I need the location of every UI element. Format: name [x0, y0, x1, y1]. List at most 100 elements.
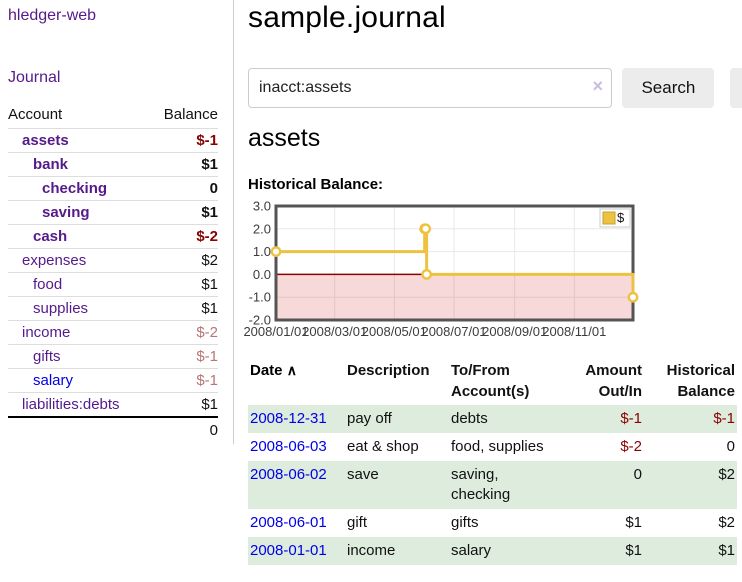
- svg-text:2008/05/01: 2008/05/01: [362, 324, 427, 339]
- clear-search-icon[interactable]: ×: [592, 76, 603, 96]
- account-row: salary $-1: [8, 368, 218, 393]
- account-row: cash $-2: [8, 224, 218, 249]
- transaction-date-link[interactable]: 2008-01-01: [250, 542, 327, 559]
- svg-text:3.0: 3.0: [253, 200, 271, 214]
- transaction-description: gift: [347, 514, 368, 531]
- transaction-description: save: [345, 461, 449, 509]
- account-balance: $-1: [149, 368, 218, 393]
- svg-text:0.0: 0.0: [253, 267, 271, 282]
- account-row: food $1: [8, 272, 218, 297]
- transaction-accounts: debts: [449, 405, 557, 433]
- svg-text:2008/07/01: 2008/07/01: [421, 324, 486, 339]
- transaction-date-link[interactable]: 2008-06-01: [250, 514, 327, 531]
- search-help-button[interactable]: ?: [729, 68, 742, 108]
- transaction-amount: $-2: [620, 438, 642, 455]
- historical-balance-chart: $3.0 2.0 1.0 0.0 -1.0 -2.0 2008/01/01 2008/03/0…: [242, 199, 642, 342]
- register-table: Date ∧ Description To/From Account(s) Am…: [248, 357, 737, 565]
- account-link-income[interactable]: income: [22, 324, 71, 341]
- sidebar: hledger-web Journal Account Balance asse…: [0, 0, 233, 582]
- sort-ascending-icon: ∧: [286, 362, 297, 378]
- register-row: 2008-01-01 income salary $1 $1: [248, 537, 737, 565]
- balance-chart-svg: $3.0 2.0 1.0 0.0 -1.0 -2.02008/01/012008/03/0…: [243, 199, 639, 339]
- header-tofrom-line1: To/From: [451, 362, 510, 379]
- account-link-assets[interactable]: assets: [22, 132, 69, 149]
- register-row: 2008-12-31 pay off debts $-1 $-1: [248, 405, 737, 433]
- account-row: liabilities:debts $1: [8, 392, 218, 417]
- transaction-amount: $1: [557, 537, 644, 565]
- search-button[interactable]: Search: [622, 68, 715, 108]
- account-link-bank[interactable]: bank: [33, 156, 69, 173]
- header-date: Date ∧: [248, 357, 345, 405]
- account-row: income $-2: [8, 320, 218, 345]
- account-row: assets $-1: [8, 128, 218, 153]
- header-amount-line2: Out/In: [598, 383, 642, 400]
- transaction-accounts: saving, checking: [449, 461, 557, 509]
- transaction-amount: $-1: [557, 405, 644, 433]
- svg-text:2008/09/01: 2008/09/01: [482, 324, 547, 339]
- transaction-balance: $-1: [644, 405, 737, 433]
- transaction-date-link[interactable]: 2008-06-02: [250, 466, 327, 483]
- transaction-description: pay off: [345, 405, 449, 433]
- account-balance: $-2: [149, 224, 218, 249]
- svg-text:2008/01/01: 2008/01/01: [243, 324, 308, 339]
- svg-text:-1.0: -1.0: [249, 290, 271, 305]
- register-row: 2008-06-01 gift gifts $1 $2: [248, 509, 737, 537]
- account-link-cash[interactable]: cash: [33, 228, 68, 245]
- account-row: supplies $1: [8, 296, 218, 321]
- svg-text:$: $: [617, 210, 625, 225]
- header-balance-line2: Balance: [677, 383, 735, 400]
- transaction-amount: $1: [625, 514, 642, 531]
- accounts-total-value: 0: [149, 416, 218, 443]
- header-balance-line1: Historical: [666, 362, 735, 379]
- account-row: expenses $2: [8, 248, 218, 273]
- page-title: sample.journal: [248, 1, 446, 34]
- account-balance: $1: [149, 200, 218, 225]
- transaction-amount: 0: [557, 461, 644, 509]
- account-link-saving[interactable]: saving: [42, 204, 90, 221]
- search-form: × Search ?: [248, 68, 742, 108]
- app-title-link[interactable]: hledger-web: [8, 7, 97, 24]
- transaction-date-link[interactable]: 2008-06-03: [250, 438, 327, 455]
- account-link-checking[interactable]: checking: [42, 180, 108, 197]
- account-link-food[interactable]: food: [33, 276, 63, 293]
- account-balance: $1: [149, 296, 218, 321]
- transaction-balance: $1: [644, 537, 737, 565]
- svg-text:2.0: 2.0: [253, 221, 271, 236]
- chart-title: Historical Balance:: [248, 176, 384, 193]
- accounts-header-account: Account: [8, 106, 63, 123]
- search-input[interactable]: [248, 68, 612, 108]
- svg-text:1.0: 1.0: [253, 244, 271, 259]
- transaction-balance: 0: [726, 438, 735, 455]
- register-row: 2008-06-02 save saving, checking 0 $2: [248, 461, 737, 509]
- account-row: bank $1: [8, 152, 218, 177]
- account-row: checking 0: [8, 176, 218, 201]
- account-balance: $1: [149, 272, 218, 297]
- account-row: gifts $-1: [8, 344, 218, 369]
- transaction-date-link[interactable]: 2008-12-31: [250, 410, 327, 427]
- account-balance: $-1: [149, 344, 218, 369]
- accounts-header-row: Account Balance: [8, 102, 218, 129]
- account-balance: $1: [149, 152, 218, 177]
- register-header-row: Date ∧ Description To/From Account(s) Am…: [248, 357, 737, 405]
- header-historical-balance: Historical Balance: [644, 357, 737, 405]
- account-link-liabilities-debts[interactable]: liabilities:debts: [22, 396, 120, 413]
- accounts-header-balance: Balance: [163, 106, 218, 123]
- svg-text:2008/11/01: 2008/11/01: [542, 324, 606, 339]
- account-balance: $-2: [149, 320, 218, 345]
- sidebar-item-journal[interactable]: Journal: [8, 69, 61, 86]
- accounts-total-spacer: [8, 416, 150, 443]
- accounts-total-row: 0: [8, 416, 218, 443]
- header-amount-line1: Amount: [585, 362, 642, 379]
- account-balance: $1: [149, 392, 218, 417]
- account-link-expenses[interactable]: expenses: [22, 252, 87, 269]
- account-link-gifts[interactable]: gifts: [33, 348, 61, 365]
- account-link-supplies[interactable]: supplies: [33, 300, 89, 317]
- transaction-accounts: food, supplies: [451, 438, 544, 455]
- account-link-salary[interactable]: salary: [33, 372, 74, 389]
- header-description: Description: [347, 362, 430, 379]
- transaction-balance: $2: [718, 514, 735, 531]
- sidebar-divider: [233, 0, 234, 444]
- transaction-accounts: salary: [449, 537, 557, 565]
- transaction-description: income: [345, 537, 449, 565]
- sort-by-date-link[interactable]: Date ∧: [250, 362, 297, 379]
